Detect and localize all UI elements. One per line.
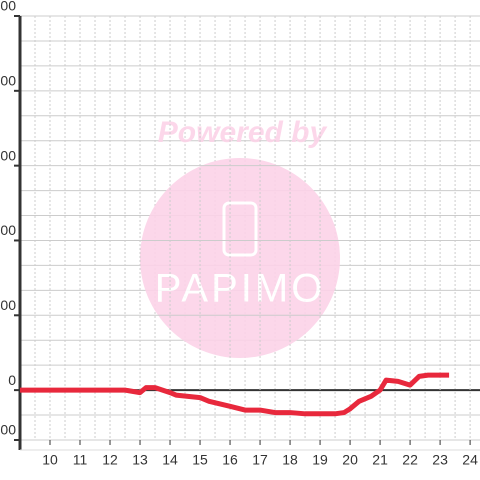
x-tick-label: 23	[432, 452, 448, 468]
x-tick-label: 22	[402, 452, 418, 468]
x-tick-label: 10	[42, 452, 58, 468]
x-tick-label: 18	[282, 452, 298, 468]
x-tick-label: 20	[342, 452, 358, 468]
y-tick-label: 60,000	[0, 222, 16, 238]
watermark-logo: PAPIMO	[155, 267, 326, 311]
y-tick-label: 150,000	[0, 0, 16, 14]
x-tick-label: 12	[102, 452, 118, 468]
y-tick-label: 120,000	[0, 73, 16, 89]
y-tick-label: 30,000	[0, 297, 16, 313]
x-tick-label: 19	[312, 452, 328, 468]
x-tick-label: 24	[462, 452, 478, 468]
data-line	[20, 372, 450, 417]
y-tick-label: -20,000	[0, 422, 16, 438]
watermark-phone	[222, 201, 258, 257]
x-tick-label: 15	[192, 452, 208, 468]
x-tick-label: 13	[132, 452, 148, 468]
y-tick-label: 0	[8, 372, 16, 388]
x-tick-label: 16	[222, 452, 238, 468]
x-tick-label: 11	[73, 452, 88, 468]
x-tick-label: 17	[252, 452, 268, 468]
x-tick-label: 21	[372, 452, 388, 468]
x-tick-label: 14	[162, 452, 178, 468]
watermark-text: Powered by	[158, 116, 328, 149]
y-tick-label: 90,000	[0, 147, 16, 163]
